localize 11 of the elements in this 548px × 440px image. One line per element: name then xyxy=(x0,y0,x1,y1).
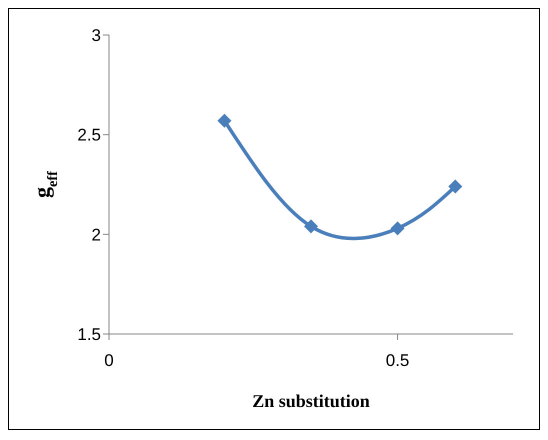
y-tick-label: 2.5 xyxy=(77,126,101,145)
point xyxy=(217,114,232,128)
y-tick-label: 3 xyxy=(92,26,101,46)
point xyxy=(448,179,462,194)
y-tick-label: 1.5 xyxy=(77,325,101,344)
point xyxy=(304,219,318,234)
point xyxy=(390,221,405,236)
x-tick-label: 0.5 xyxy=(386,351,410,370)
x-axis-title: Zn substitution xyxy=(252,391,370,411)
y-tick-label: 2 xyxy=(92,225,101,244)
x-tick-label: 0 xyxy=(104,351,114,370)
